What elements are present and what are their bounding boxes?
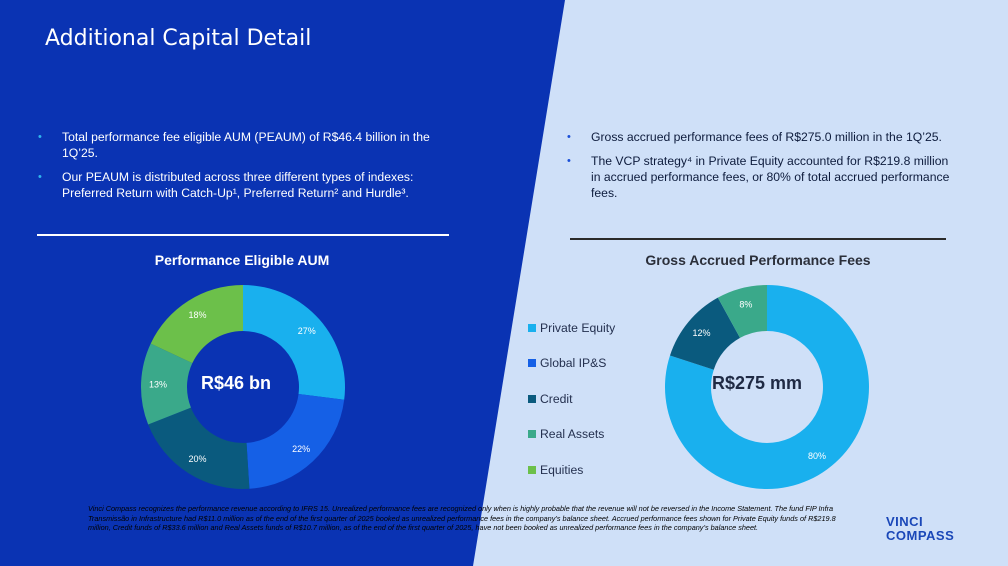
legend-swatch [528,465,536,474]
donut-data-label: 8% [739,300,752,310]
donut-slice-private-equity [243,285,345,400]
donut-data-label: 22% [292,444,310,454]
logo-line-1: VINCI [886,514,924,529]
legend-swatch [528,323,536,332]
legend-swatch [528,394,536,403]
fees-chart-title: Gross Accrued Performance Fees [645,252,871,268]
right-bullet-1: Gross accrued performance fees of R$275.… [567,129,952,145]
donut-slice-private-equity [665,285,869,489]
donut-slice-equities [150,285,243,364]
fees-center-label: R$275 mm [711,373,803,393]
legend-label: Equities [540,462,584,477]
page-title: Additional Capital Detail [45,26,312,51]
right-bullet-list: Gross accrued performance fees of R$275.… [567,129,952,209]
donut-slice-real-assets [717,285,767,338]
right-divider [570,238,946,240]
aum-center-label: R$46 bn [200,373,272,393]
legend-item: Credit [528,381,615,417]
donut-data-label: 27% [298,326,316,336]
legend: Private Equity Global IP&S Credit Real A… [528,310,615,488]
donut-data-label: 80% [808,451,826,461]
donut-slice-real-assets [141,343,193,425]
left-divider [37,234,449,236]
left-bullet-2: Our PEAUM is distributed across three di… [38,169,458,201]
legend-item: Real Assets [528,417,615,453]
legend-label: Private Equity [540,320,616,335]
logo-line-2: COMPASS [886,528,955,543]
legend-swatch [528,430,536,439]
legend-label: Credit [540,391,573,406]
donut-data-label: 12% [692,328,710,338]
left-bullet-1: Total performance fee eligible AUM (PEAU… [38,129,458,161]
donut-data-label: 13% [149,379,167,389]
fees-donut-chart: 80% 12% 8% [665,285,869,489]
legend-item: Equities [528,452,615,488]
legend-item: Private Equity [528,310,615,346]
vinci-compass-logo: VINCI COMPASS [886,515,954,543]
legend-label: Global IP&S [540,356,607,371]
donut-slice-credit [148,407,250,489]
aum-donut-chart: 27% 22% 20% 13% 18% [141,285,345,489]
right-bullet-2: The VCP strategy⁴ in Private Equity acco… [567,153,952,201]
legend-item: Global IP&S [528,346,615,382]
left-bullet-list: Total performance fee eligible AUM (PEAU… [38,129,458,209]
donut-slice-global-ip-s [246,394,345,489]
aum-chart-title: Performance Eligible AUM [154,252,330,268]
footnote: Vinci Compass recognizes the performance… [88,504,836,532]
legend-label: Real Assets [540,427,605,442]
donut-data-label: 18% [188,310,206,320]
donut-data-label: 20% [188,454,206,464]
legend-swatch [528,359,536,368]
donut-slice-credit [669,297,741,370]
